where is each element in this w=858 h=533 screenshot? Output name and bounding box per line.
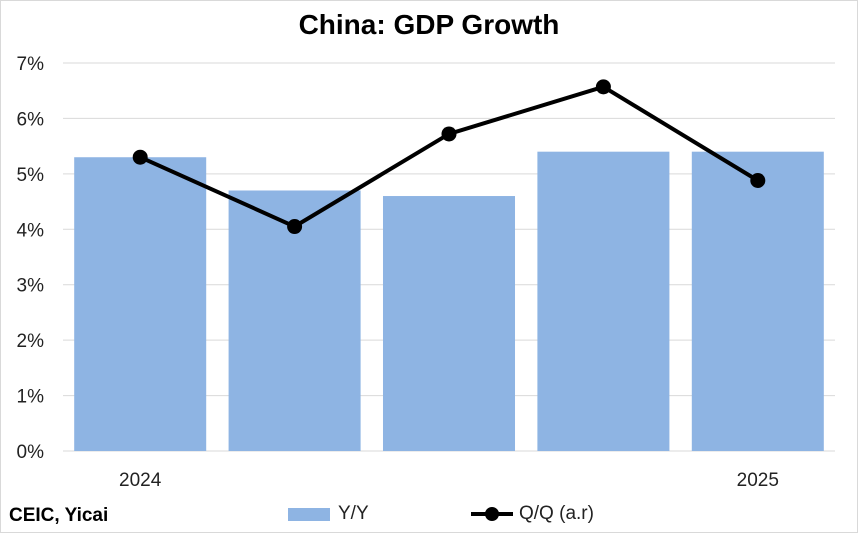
bar-yy [537,151,670,451]
y-tick-label: 2% [17,331,45,352]
qq-line [132,79,766,235]
qq-point [750,173,766,189]
qq-point [595,79,611,95]
legend-label-qq: Q/Q (a.r) [519,503,594,524]
y-tick-label: 1% [17,387,45,408]
y-tick-label: 0% [17,442,45,463]
x-tick-label: 2025 [737,470,779,491]
x-axis-ticks: 2024 2025 [119,470,779,491]
y-tick-label: 5% [17,165,45,186]
qq-point [287,219,303,235]
y-tick-label: 6% [17,109,45,130]
chart-title: China: GDP Growth [298,9,560,40]
x-tick-label: 2024 [119,470,162,491]
bar-yy [74,157,207,451]
legend-swatch-qq [471,507,513,521]
legend-item-qq: Q/Q (a.r) [469,502,594,526]
qq-point [132,149,148,165]
legend-item-yy: Y/Y [288,502,369,526]
y-axis-ticks: 0% 1% 2% 3% 4% 5% 6% 7% [17,54,45,463]
bar-yy [691,151,824,451]
legend-label-yy: Y/Y [338,503,369,524]
source-label: CEIC, Yicai [9,505,109,526]
y-tick-label: 4% [17,220,45,241]
qq-point [441,126,457,142]
legend-swatch-yy [288,507,330,521]
bar-yy [382,196,516,451]
y-tick-label: 7% [17,54,45,75]
bars [74,151,824,451]
y-tick-label: 3% [17,276,45,297]
